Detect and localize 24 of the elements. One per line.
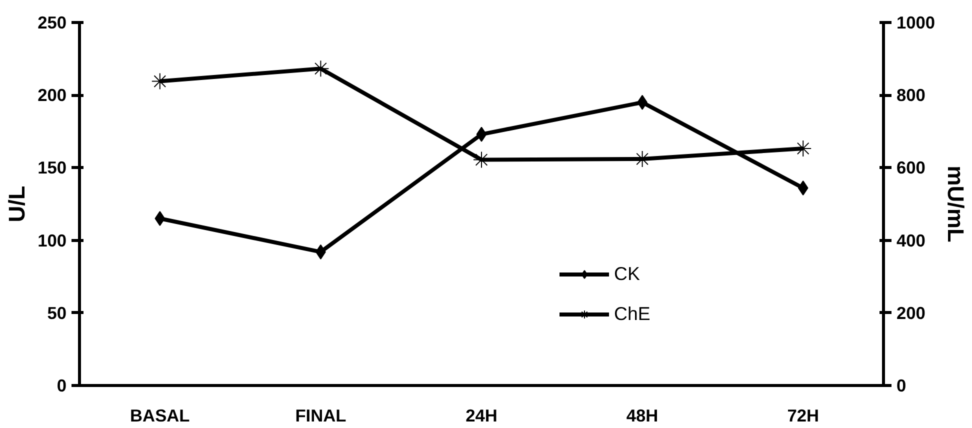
legend-label: ChE <box>614 303 650 325</box>
point <box>154 211 166 226</box>
x-tick-label: 48H <box>626 406 658 426</box>
y2-tick-label: 1000 <box>896 12 936 32</box>
y-tick-label: 250 <box>38 12 67 32</box>
y-tick-label: 150 <box>38 158 67 178</box>
point <box>798 180 808 196</box>
y2-tick-label: 400 <box>896 230 926 250</box>
y2-tick-label: 200 <box>896 302 926 323</box>
y2-tick-label: 800 <box>896 85 926 106</box>
x-tick-label: BASAL <box>130 406 190 426</box>
x-tick-label: FINAL <box>295 406 347 426</box>
y-tick-label: 100 <box>38 230 67 250</box>
y-axis-title: U/L <box>4 186 30 222</box>
legend-label: CK <box>614 263 640 285</box>
x-tick-label: 24H <box>466 406 498 426</box>
y2-axis-title: mU/mL <box>943 166 970 243</box>
y-tick-label: 200 <box>38 85 67 106</box>
y2-tick-label: 0 <box>896 376 906 396</box>
point <box>476 126 487 142</box>
x-tick-label: 72H <box>787 406 820 426</box>
y-tick-label: 50 <box>47 302 67 323</box>
y2-tick-label: 600 <box>896 158 926 178</box>
y-tick-label: 0 <box>56 376 67 396</box>
